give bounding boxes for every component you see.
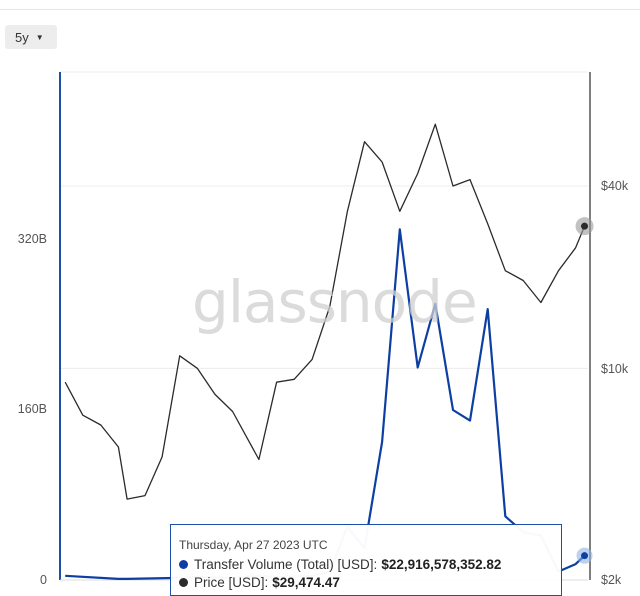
price-hover-marker — [581, 222, 589, 230]
tooltip-value-price: $29,474.47 — [272, 574, 340, 590]
tooltip-label-volume: Transfer Volume (Total) [USD]: — [194, 556, 378, 572]
top-divider — [0, 9, 640, 10]
y-left-tick-320b: 320B — [17, 232, 47, 246]
tooltip-date: Thursday, Apr 27 2023 UTC — [179, 538, 328, 552]
volume-hover-marker — [581, 552, 589, 560]
chart-tooltip: Thursday, Apr 27 2023 UTC Transfer Volum… — [170, 524, 562, 596]
y-right-tick-2k: $2k — [601, 573, 622, 587]
range-selector-button[interactable]: 5y ▼ — [5, 25, 57, 49]
watermark-logo: glassnode — [192, 268, 478, 336]
series-line-price — [64, 123, 586, 500]
y-right-tick-40k: $40k — [601, 179, 629, 193]
y-right-tick-10k: $10k — [601, 362, 629, 376]
range-selector-label: 5y — [15, 29, 29, 45]
tooltip-row-price: Price [USD]: $29,474.47 — [179, 573, 561, 591]
tooltip-row-volume: Transfer Volume (Total) [USD]: $22,916,5… — [179, 555, 561, 573]
tooltip-label-price: Price [USD]: — [194, 574, 269, 590]
price-dot-icon — [179, 577, 188, 587]
caret-down-icon: ▼ — [35, 32, 44, 42]
y-left-tick-0: 0 — [40, 573, 47, 587]
volume-dot-icon — [179, 559, 188, 569]
tooltip-value-volume: $22,916,578,352.82 — [381, 556, 502, 572]
y-left-tick-160b: 160B — [17, 402, 47, 416]
